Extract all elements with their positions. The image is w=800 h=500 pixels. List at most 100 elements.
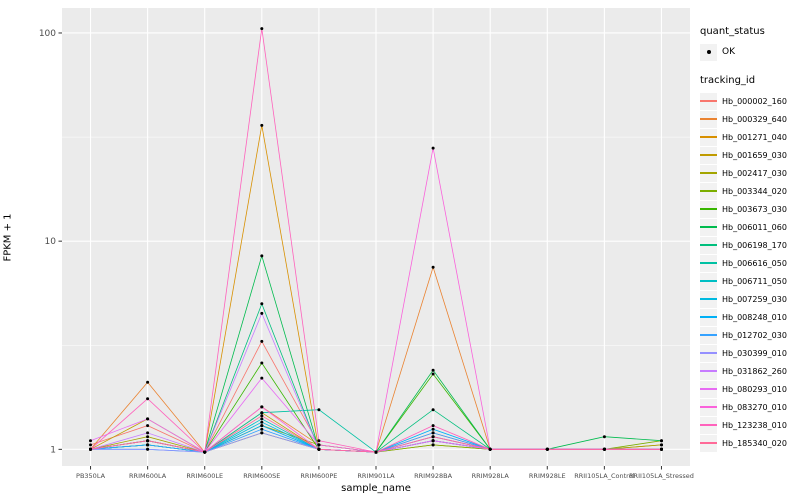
data-point <box>89 447 92 451</box>
legend-item-Hb_012702_030: Hb_012702_030 <box>700 326 800 344</box>
legend-item-label: Hb_007259_030 <box>722 294 787 304</box>
data-point <box>89 439 92 443</box>
legend-key-swatch <box>700 218 717 236</box>
x-axis-tick-label: RRIM901LA <box>357 472 395 480</box>
data-point <box>660 443 663 447</box>
data-point <box>431 146 435 150</box>
data-point <box>317 447 321 451</box>
data-point <box>431 424 435 428</box>
data-point <box>260 311 264 315</box>
legend-item-Hb_030399_010: Hb_030399_010 <box>700 344 800 362</box>
legend-key-swatch <box>700 380 717 398</box>
data-point <box>146 417 150 421</box>
legend-item-Hb_000329_640: Hb_000329_640 <box>700 110 800 128</box>
legend-key-swatch <box>700 200 717 218</box>
legend-key-swatch <box>700 362 717 380</box>
data-point <box>260 302 264 306</box>
legend-item-label: Hb_001659_030 <box>722 150 787 160</box>
legend-key-swatch <box>700 416 717 434</box>
legend-item-label: Hb_000329_640 <box>722 114 787 124</box>
legend-tracking-id: tracking_id Hb_000002_160 Hb_000329_640 Hb… <box>700 75 800 452</box>
legend-item-label: Hb_080293_010 <box>722 384 787 394</box>
data-point <box>317 443 321 447</box>
legend-color-line-icon <box>700 280 717 282</box>
legend-item-label: Hb_123238_010 <box>722 420 787 430</box>
legend-key-swatch <box>700 236 717 254</box>
data-point <box>431 431 435 435</box>
data-point <box>431 439 435 443</box>
legend-item-Hb_002417_030: Hb_002417_030 <box>700 164 800 182</box>
legend-key-swatch <box>700 254 717 272</box>
legend-color-line-icon <box>700 370 717 372</box>
legend-item-Hb_001659_030: Hb_001659_030 <box>700 146 800 164</box>
legend-item-label: Hb_006616_050 <box>722 258 787 268</box>
x-axis-tick-label: RRIM928LE <box>529 472 566 480</box>
x-axis-tick-label: RRII105LA_Stressed <box>629 472 694 480</box>
data-point <box>431 368 435 372</box>
y-axis-tick-label: 1 <box>50 445 56 455</box>
legend-item-label: Hb_006711_050 <box>722 276 787 286</box>
legend-tracking-id-title: tracking_id <box>700 75 756 86</box>
data-point <box>260 254 264 258</box>
data-point <box>431 265 435 269</box>
data-point <box>260 427 264 431</box>
legend-item-label: Hb_030399_010 <box>722 348 787 358</box>
legend-color-line-icon <box>700 298 717 300</box>
data-point <box>146 439 150 443</box>
legend-key-swatch <box>700 272 717 290</box>
legend-item-label: OK <box>722 47 735 57</box>
legend-item-Hb_006198_170: Hb_006198_170 <box>700 236 800 254</box>
legend-key-swatch <box>700 182 717 200</box>
data-point <box>260 414 264 418</box>
legend-color-line-icon <box>700 244 717 246</box>
data-point <box>431 372 435 376</box>
ok-point-icon <box>706 50 711 54</box>
legend-item-Hb_080293_010: Hb_080293_010 <box>700 380 800 398</box>
legend-item-Hb_083270_010: Hb_083270_010 <box>700 398 800 416</box>
legend-color-line-icon <box>700 442 717 444</box>
x-axis-tick-label: RRIM600SE <box>243 472 280 480</box>
legend-key-swatch <box>700 146 717 164</box>
data-point <box>146 424 150 428</box>
legend-quant-status: quant_status OK <box>700 26 800 61</box>
legend-key-swatch <box>700 92 717 110</box>
y-axis-tick-label: 100 <box>39 29 56 39</box>
legend-key-swatch <box>700 344 717 362</box>
legend-item-label: Hb_001271_040 <box>722 132 787 142</box>
legend-color-line-icon <box>700 316 717 318</box>
data-point <box>260 361 264 365</box>
legend-key-swatch <box>700 308 717 326</box>
legend-color-line-icon <box>700 352 717 354</box>
y-axis-title-text: FPKM + 1 <box>2 212 14 262</box>
legend-item-Hb_003673_030: Hb_003673_030 <box>700 200 800 218</box>
legend-key-swatch <box>700 290 717 308</box>
legend-item-label: Hb_008248_010 <box>722 312 787 322</box>
legend-item-Hb_006011_060: Hb_006011_060 <box>700 218 800 236</box>
legend-color-line-icon <box>700 424 717 426</box>
data-point <box>260 123 264 127</box>
legend-key-swatch <box>700 326 717 344</box>
y-axis-title: FPKM + 1 <box>0 8 18 466</box>
legend-item-label: Hb_031862_260 <box>722 366 787 376</box>
legend-color-line-icon <box>700 172 717 174</box>
data-point <box>260 424 264 428</box>
data-point <box>431 427 435 431</box>
data-point <box>431 435 435 439</box>
legend-item-Hb_123238_010: Hb_123238_010 <box>700 416 800 434</box>
x-axis-tick-label: RRIM600LA <box>129 472 167 480</box>
data-point <box>374 450 378 454</box>
legend-item-label: Hb_012702_030 <box>722 330 787 340</box>
data-point <box>260 405 264 409</box>
x-axis-tick-label: RRIM928BA <box>414 472 452 480</box>
legend-key-swatch <box>700 110 717 128</box>
legend-key-swatch <box>700 43 717 61</box>
legend-color-line-icon <box>700 262 717 264</box>
legend-item-Hb_031862_260: Hb_031862_260 <box>700 362 800 380</box>
legend-item-Hb_003344_020: Hb_003344_020 <box>700 182 800 200</box>
legend-color-line-icon <box>700 388 717 390</box>
data-point <box>317 408 321 412</box>
legend-color-line-icon <box>700 136 717 138</box>
legend-item-Hb_008248_010: Hb_008248_010 <box>700 308 800 326</box>
data-point <box>260 420 264 424</box>
